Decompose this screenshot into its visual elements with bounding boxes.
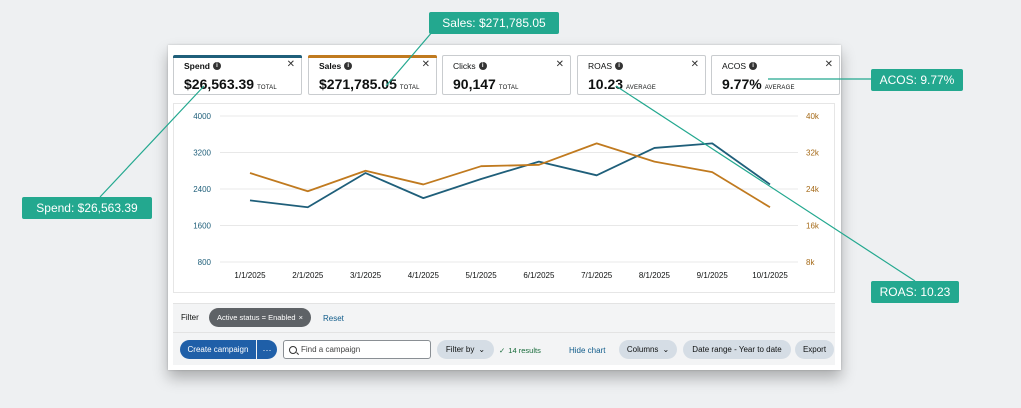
- roas-callout: ROAS: 10.23: [871, 281, 959, 303]
- spend-callout: Spend: $26,563.39: [22, 197, 152, 219]
- y-left-tick-label: 3200: [193, 149, 211, 158]
- x-tick-label: 5/1/2025: [466, 271, 498, 280]
- close-icon[interactable]: ✕: [421, 59, 430, 70]
- close-icon[interactable]: ✕: [286, 59, 295, 70]
- metric-color-bar: [173, 55, 302, 58]
- metric-card-spend[interactable]: Spend i ✕ $26,563.39 TOTAL: [173, 55, 302, 95]
- metric-value: 9.77%: [722, 76, 762, 92]
- columns-button[interactable]: Columns ⌄: [619, 340, 677, 359]
- metric-value: 90,147: [453, 76, 496, 92]
- close-icon[interactable]: ✕: [690, 59, 699, 70]
- metric-unit: TOTAL: [498, 85, 519, 91]
- metric-unit: TOTAL: [399, 85, 420, 91]
- metric-unit: TOTAL: [257, 85, 277, 91]
- more-options-button[interactable]: ···: [257, 340, 277, 359]
- metric-card-roas[interactable]: ROAS i ✕ 10.23 AVERAGE: [577, 55, 706, 95]
- x-tick-label: 2/1/2025: [292, 271, 324, 280]
- y-right-tick-label: 24k: [806, 185, 820, 194]
- metric-color-bar: [308, 55, 437, 58]
- y-left-tick-label: 1600: [193, 222, 211, 231]
- hide-chart-link[interactable]: Hide chart: [569, 346, 606, 355]
- metric-name: Clicks: [453, 61, 476, 71]
- close-icon[interactable]: ✕: [555, 59, 564, 70]
- info-icon[interactable]: i: [344, 62, 353, 70]
- active-status-filter-chip[interactable]: Active status = Enabled ×: [209, 308, 311, 327]
- metric-card-acos[interactable]: ACOS i ✕ 9.77% AVERAGE: [711, 55, 840, 95]
- x-tick-label: 4/1/2025: [408, 271, 440, 280]
- y-left-tick-label: 800: [198, 258, 212, 267]
- filter-by-button[interactable]: Filter by ⌄: [437, 340, 494, 359]
- line-chart: 4000 3200 2400 1600 800 40k 32k 24k 16k 8k 1/1/202…: [193, 112, 820, 280]
- metric-card-clicks[interactable]: Clicks i ✕ 90,147 TOTAL: [442, 55, 571, 95]
- y-right-tick-label: 16k: [806, 222, 820, 231]
- export-button[interactable]: Export: [795, 340, 834, 359]
- info-icon[interactable]: i: [212, 62, 221, 70]
- columns-label: Columns: [626, 345, 659, 354]
- x-tick-label: 8/1/2025: [639, 271, 671, 280]
- metric-card-sales[interactable]: Sales i ✕ $271,785.05 TOTAL: [308, 55, 437, 95]
- check-icon: ✓: [499, 346, 506, 355]
- export-label: Export: [802, 345, 827, 354]
- y-right-tick-label: 8k: [806, 258, 815, 267]
- search-box[interactable]: [283, 340, 431, 359]
- chevron-down-icon: ⌄: [478, 345, 486, 354]
- x-tick-label: 9/1/2025: [697, 271, 729, 280]
- x-tick-label: 10/1/2025: [752, 271, 788, 280]
- metric-name: ROAS: [588, 61, 613, 71]
- chip-label: Active status = Enabled: [217, 313, 296, 322]
- metric-unit: AVERAGE: [626, 85, 657, 91]
- date-range-label: Date range - Year to date: [692, 345, 782, 354]
- metric-unit: AVERAGE: [764, 85, 795, 91]
- y-left-tick-label: 2400: [193, 185, 211, 194]
- sales-callout: Sales: $271,785.05: [429, 12, 559, 34]
- acos-callout: ACOS: 9.77%: [871, 69, 963, 91]
- chip-close-icon[interactable]: ×: [298, 313, 303, 322]
- metric-value: 10.23: [588, 76, 624, 92]
- x-tick-label: 6/1/2025: [523, 271, 555, 280]
- close-icon[interactable]: ✕: [824, 59, 833, 70]
- create-campaign-button[interactable]: Create campaign: [180, 340, 256, 359]
- info-icon[interactable]: i: [615, 62, 624, 70]
- date-range-button[interactable]: Date range - Year to date: [683, 340, 791, 359]
- search-icon: [289, 345, 297, 354]
- y-right-tick-label: 40k: [806, 112, 820, 121]
- filter-toolbar: Filter Active status = Enabled × Reset C…: [173, 303, 835, 365]
- x-tick-label: 3/1/2025: [350, 271, 382, 280]
- metric-name: Sales: [319, 61, 342, 71]
- reset-link[interactable]: Reset: [323, 314, 344, 323]
- performance-chart: 4000 3200 2400 1600 800 40k 32k 24k 16k 8k 1/1/202…: [173, 103, 835, 293]
- info-icon[interactable]: i: [478, 62, 487, 70]
- x-tick-label: 1/1/2025: [234, 271, 266, 280]
- metric-name: ACOS: [722, 61, 747, 71]
- x-tick-label: 7/1/2025: [581, 271, 613, 280]
- divider: [173, 332, 835, 333]
- results-text: 14 results: [508, 346, 541, 355]
- results-count: ✓ 14 results: [499, 346, 541, 355]
- metric-value: $26,563.39: [184, 76, 255, 92]
- filter-label: Filter: [181, 313, 199, 322]
- y-left-tick-label: 4000: [193, 112, 211, 121]
- info-icon[interactable]: i: [749, 62, 758, 70]
- y-right-tick-label: 32k: [806, 149, 820, 158]
- campaign-dashboard-panel: Spend i ✕ $26,563.39 TOTAL Sales i ✕ $271,7…: [168, 45, 841, 370]
- chevron-down-icon: ⌄: [662, 345, 670, 354]
- metric-name: Spend: [184, 61, 210, 71]
- filter-by-label: Filter by: [445, 345, 475, 354]
- find-campaign-input[interactable]: [301, 345, 421, 354]
- metric-value: $271,785.05: [319, 76, 397, 92]
